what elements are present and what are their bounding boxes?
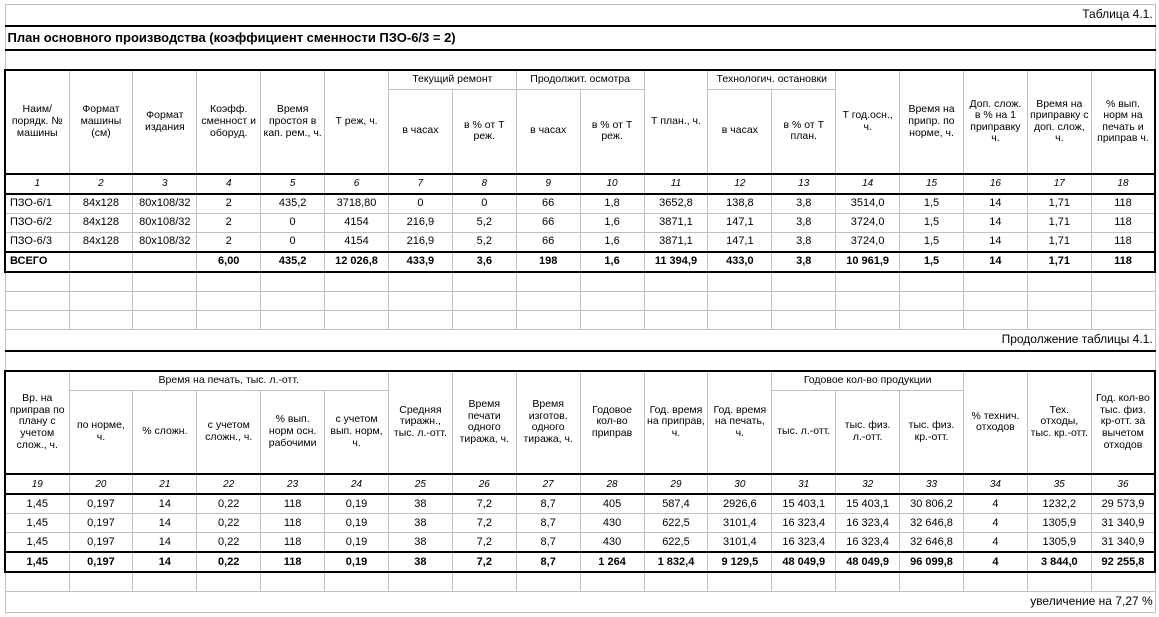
col-number-row: 1 2 3 4 5 6 7 8 9 10 11 12 13 14 15 16 1…: [5, 174, 1155, 194]
table-label: Таблица 4.1.: [5, 5, 1155, 27]
col-header: % вып. норм на печать и приправ ч.: [1091, 70, 1155, 174]
col-header: Тех. отходы, тыс. кр.-отт.: [1027, 371, 1091, 475]
table-row: 1,450,197140,221180,19387,28,7405587,429…: [5, 494, 1155, 514]
col-header: Доп. слож. в % на 1 приправку ч.: [963, 70, 1027, 174]
col-group: Время на печать, тыс. л.-отт.: [69, 371, 388, 391]
col-header: тыс. физ. кр.-отт.: [900, 390, 964, 474]
col-header: с учетом вып. норм, ч.: [325, 390, 389, 474]
col-header: Время на приправку с доп. слож, ч.: [1027, 70, 1091, 174]
col-header: Год. кол-во тыс. физ. кр-отт. за вычетом…: [1091, 371, 1155, 475]
col-header: по норме, ч.: [69, 390, 133, 474]
col-group: Текущий ремонт: [388, 70, 516, 90]
col-header: Время печати одного тиража, ч.: [452, 371, 516, 475]
total-row: ВСЕГО6,00435,212 026,8433,93,61981,611 3…: [5, 252, 1155, 272]
col-header: Наим/ порядк. № машины: [5, 70, 69, 174]
col-group: Продолжит. осмотра: [516, 70, 644, 90]
col-header: тыс. физ. л.-отт.: [836, 390, 900, 474]
col-header: Год. время на печать, ч.: [708, 371, 772, 475]
col-header: Годовое кол-во приправ: [580, 371, 644, 475]
col-header: Т реж, ч.: [325, 70, 389, 174]
col-header: Средняя тиражн., тыс. л.-отт.: [388, 371, 452, 475]
col-header: в % от Т план.: [772, 90, 836, 174]
table-row: ПЗО-6/184х12880х108/322435,23718,8000661…: [5, 194, 1155, 214]
total-row: 1,450,197140,221180,19387,28,71 2641 832…: [5, 552, 1155, 572]
col-number-row: 19 20 21 22 23 24 25 26 27 28 29 30 31 3…: [5, 474, 1155, 494]
col-group: Технологич. остановки: [708, 70, 836, 90]
col-header: Вр. на приправ по плану с учетом слож., …: [5, 371, 69, 475]
col-header: с учетом сложн., ч.: [197, 390, 261, 474]
col-header: в % от Т реж.: [452, 90, 516, 174]
col-header: Формат издания: [133, 70, 197, 174]
continuation-label: Продолжение таблицы 4.1.: [5, 329, 1155, 351]
spreadsheet-table: Таблица 4.1. План основного производства…: [4, 4, 1156, 613]
col-header: в часах: [516, 90, 580, 174]
col-header: Формат машины (см): [69, 70, 133, 174]
col-header: % вып. норм осн. рабочими: [261, 390, 325, 474]
table-row: 1,450,197140,221180,19387,28,7430622,531…: [5, 533, 1155, 553]
table-row: 1,450,197140,221180,19387,28,7430622,531…: [5, 514, 1155, 533]
col-header: в часах: [708, 90, 772, 174]
col-header: тыс. л.-отт.: [772, 390, 836, 474]
col-header: % технич. отходов: [963, 371, 1027, 475]
col-group: Годовое кол-во продукции: [772, 371, 964, 391]
page-title: План основного производства (коэффициент…: [5, 26, 1155, 50]
footer-note: увеличение на 7,27 %: [5, 592, 1155, 613]
col-header: Коэфф. сменност и оборуд.: [197, 70, 261, 174]
col-header: % сложн.: [133, 390, 197, 474]
col-header: Т год.осн., ч.: [836, 70, 900, 174]
col-header: Время изготов. одного тиража, ч.: [516, 371, 580, 475]
col-header: Время простоя в кап. рем., ч.: [261, 70, 325, 174]
col-header: Т план., ч.: [644, 70, 708, 174]
col-header: в часах: [388, 90, 452, 174]
table-row: ПЗО-6/284х12880х108/32204154216,95,2661,…: [5, 213, 1155, 232]
col-header: Время на припр. по норме, ч.: [900, 70, 964, 174]
col-header: Год. время на приправ, ч.: [644, 371, 708, 475]
col-header: в % от Т реж.: [580, 90, 644, 174]
table-row: ПЗО-6/384х12880х108/32204154216,95,2661,…: [5, 232, 1155, 252]
